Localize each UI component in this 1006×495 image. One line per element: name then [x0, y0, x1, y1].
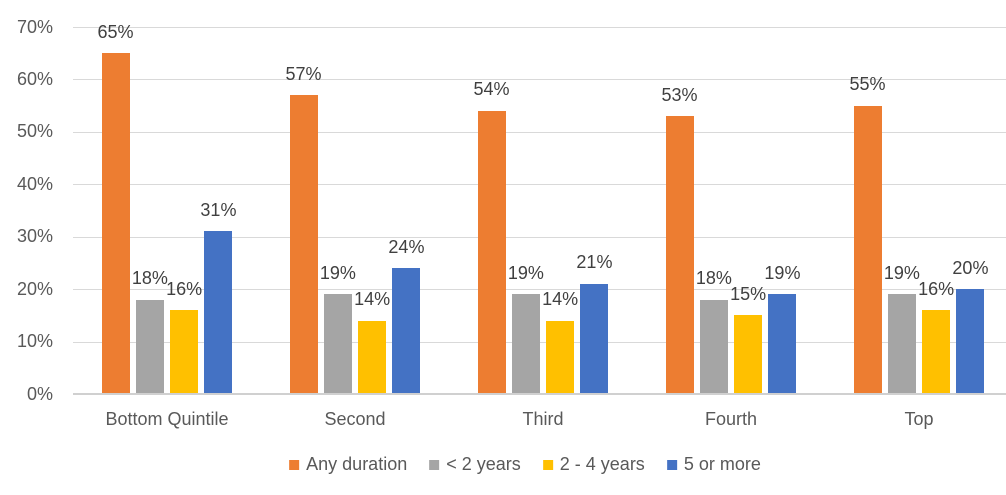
bar-2-years-bottom-quintile	[135, 299, 164, 394]
bar-5-or-more-fourth	[768, 294, 797, 394]
bar-any-duration-bottom-quintile	[101, 53, 130, 394]
y-tick-label-30: 30%	[16, 226, 53, 247]
bar-2-years-fourth	[699, 299, 728, 394]
bar-2-years-second	[323, 294, 352, 394]
bar-any-duration-second	[289, 95, 318, 394]
data-label-16pct-bottom-quintile: 16%	[166, 278, 203, 299]
legend-swatch-icon-5-or-more	[666, 459, 677, 470]
bar-2-years-third	[511, 294, 540, 394]
data-label-14pct-second: 14%	[354, 289, 391, 310]
gridline-30	[73, 236, 1006, 238]
y-tick-label-70: 70%	[16, 16, 53, 37]
legend: Any duration < 2 years 2 - 4 years 5 or mor…	[289, 454, 761, 475]
data-label-55pct-top: 55%	[849, 74, 886, 95]
data-label-57pct-second: 57%	[285, 63, 322, 84]
bar-2-4-years-top	[922, 310, 951, 394]
data-label-21pct-third: 21%	[576, 252, 613, 273]
data-label-19pct-third: 19%	[507, 262, 544, 283]
y-tick-label-10: 10%	[16, 331, 53, 352]
data-label-20pct-top: 20%	[952, 257, 989, 278]
bar-any-duration-fourth	[665, 116, 694, 394]
data-label-24pct-second: 24%	[388, 236, 425, 257]
gridline-50	[73, 131, 1006, 133]
legend-label-2-years: < 2 years	[446, 454, 521, 474]
x-category-label-bottom-quintile: Bottom Quintile	[105, 409, 229, 429]
bar-5-or-more-bottom-quintile	[204, 231, 233, 394]
data-label-65pct-bottom-quintile: 65%	[97, 21, 134, 42]
gridline-40	[73, 184, 1006, 186]
bar-5-or-more-second	[392, 268, 421, 394]
legend-item-5-or-more: 5 or more	[666, 454, 761, 475]
data-label-54pct-third: 54%	[473, 79, 510, 100]
legend-swatch-icon-2-years	[429, 459, 440, 470]
legend-item-any-duration: Any duration	[289, 454, 407, 475]
data-label-16pct-top: 16%	[918, 278, 955, 299]
data-label-14pct-third: 14%	[542, 289, 579, 310]
legend-item-2-years: < 2 years	[429, 454, 521, 475]
plot-area	[73, 27, 1006, 395]
gridline-70	[73, 27, 1006, 28]
legend-label-any-duration: Any duration	[306, 454, 408, 474]
y-tick-label-20: 20%	[16, 278, 53, 299]
data-label-53pct-fourth: 53%	[661, 84, 698, 105]
data-label-31pct-bottom-quintile: 31%	[200, 199, 237, 220]
gridline-20	[73, 289, 1006, 291]
legend-label-2-4-years: 2 - 4 years	[559, 454, 645, 474]
x-category-label-fourth: Fourth	[704, 409, 758, 429]
y-tick-label-40: 40%	[16, 173, 53, 194]
bar-2-4-years-third	[546, 320, 575, 394]
x-category-label-third: Third	[522, 409, 564, 429]
data-label-18pct-bottom-quintile: 18%	[131, 268, 168, 289]
bar-any-duration-third	[477, 110, 506, 394]
x-axis-line	[73, 393, 1006, 395]
gridline-60	[73, 79, 1006, 81]
legend-item-2-4-years: 2 - 4 years	[542, 454, 645, 475]
bar-2-4-years-second	[358, 320, 387, 394]
data-label-19pct-second: 19%	[319, 262, 356, 283]
x-category-label-top: Top	[904, 409, 934, 429]
y-tick-label-50: 50%	[16, 121, 53, 142]
bar-2-years-top	[887, 294, 916, 394]
legend-swatch-icon-any-duration	[289, 459, 300, 470]
bar-2-4-years-fourth	[734, 315, 763, 394]
data-label-18pct-fourth: 18%	[695, 268, 732, 289]
y-tick-label-60: 60%	[16, 68, 53, 89]
data-label-19pct-fourth: 19%	[764, 262, 801, 283]
bar-5-or-more-top	[956, 289, 985, 394]
y-tick-label-0: 0%	[26, 383, 53, 404]
data-label-15pct-fourth: 15%	[730, 283, 767, 304]
bar-5-or-more-third	[580, 283, 609, 394]
x-category-label-second: Second	[324, 409, 386, 429]
bar-2-4-years-bottom-quintile	[170, 310, 199, 394]
legend-swatch-icon-2-4-years	[542, 459, 553, 470]
data-label-19pct-top: 19%	[883, 262, 920, 283]
legend-label-5-or-more: 5 or more	[683, 454, 761, 474]
bar-any-duration-top	[853, 105, 882, 394]
